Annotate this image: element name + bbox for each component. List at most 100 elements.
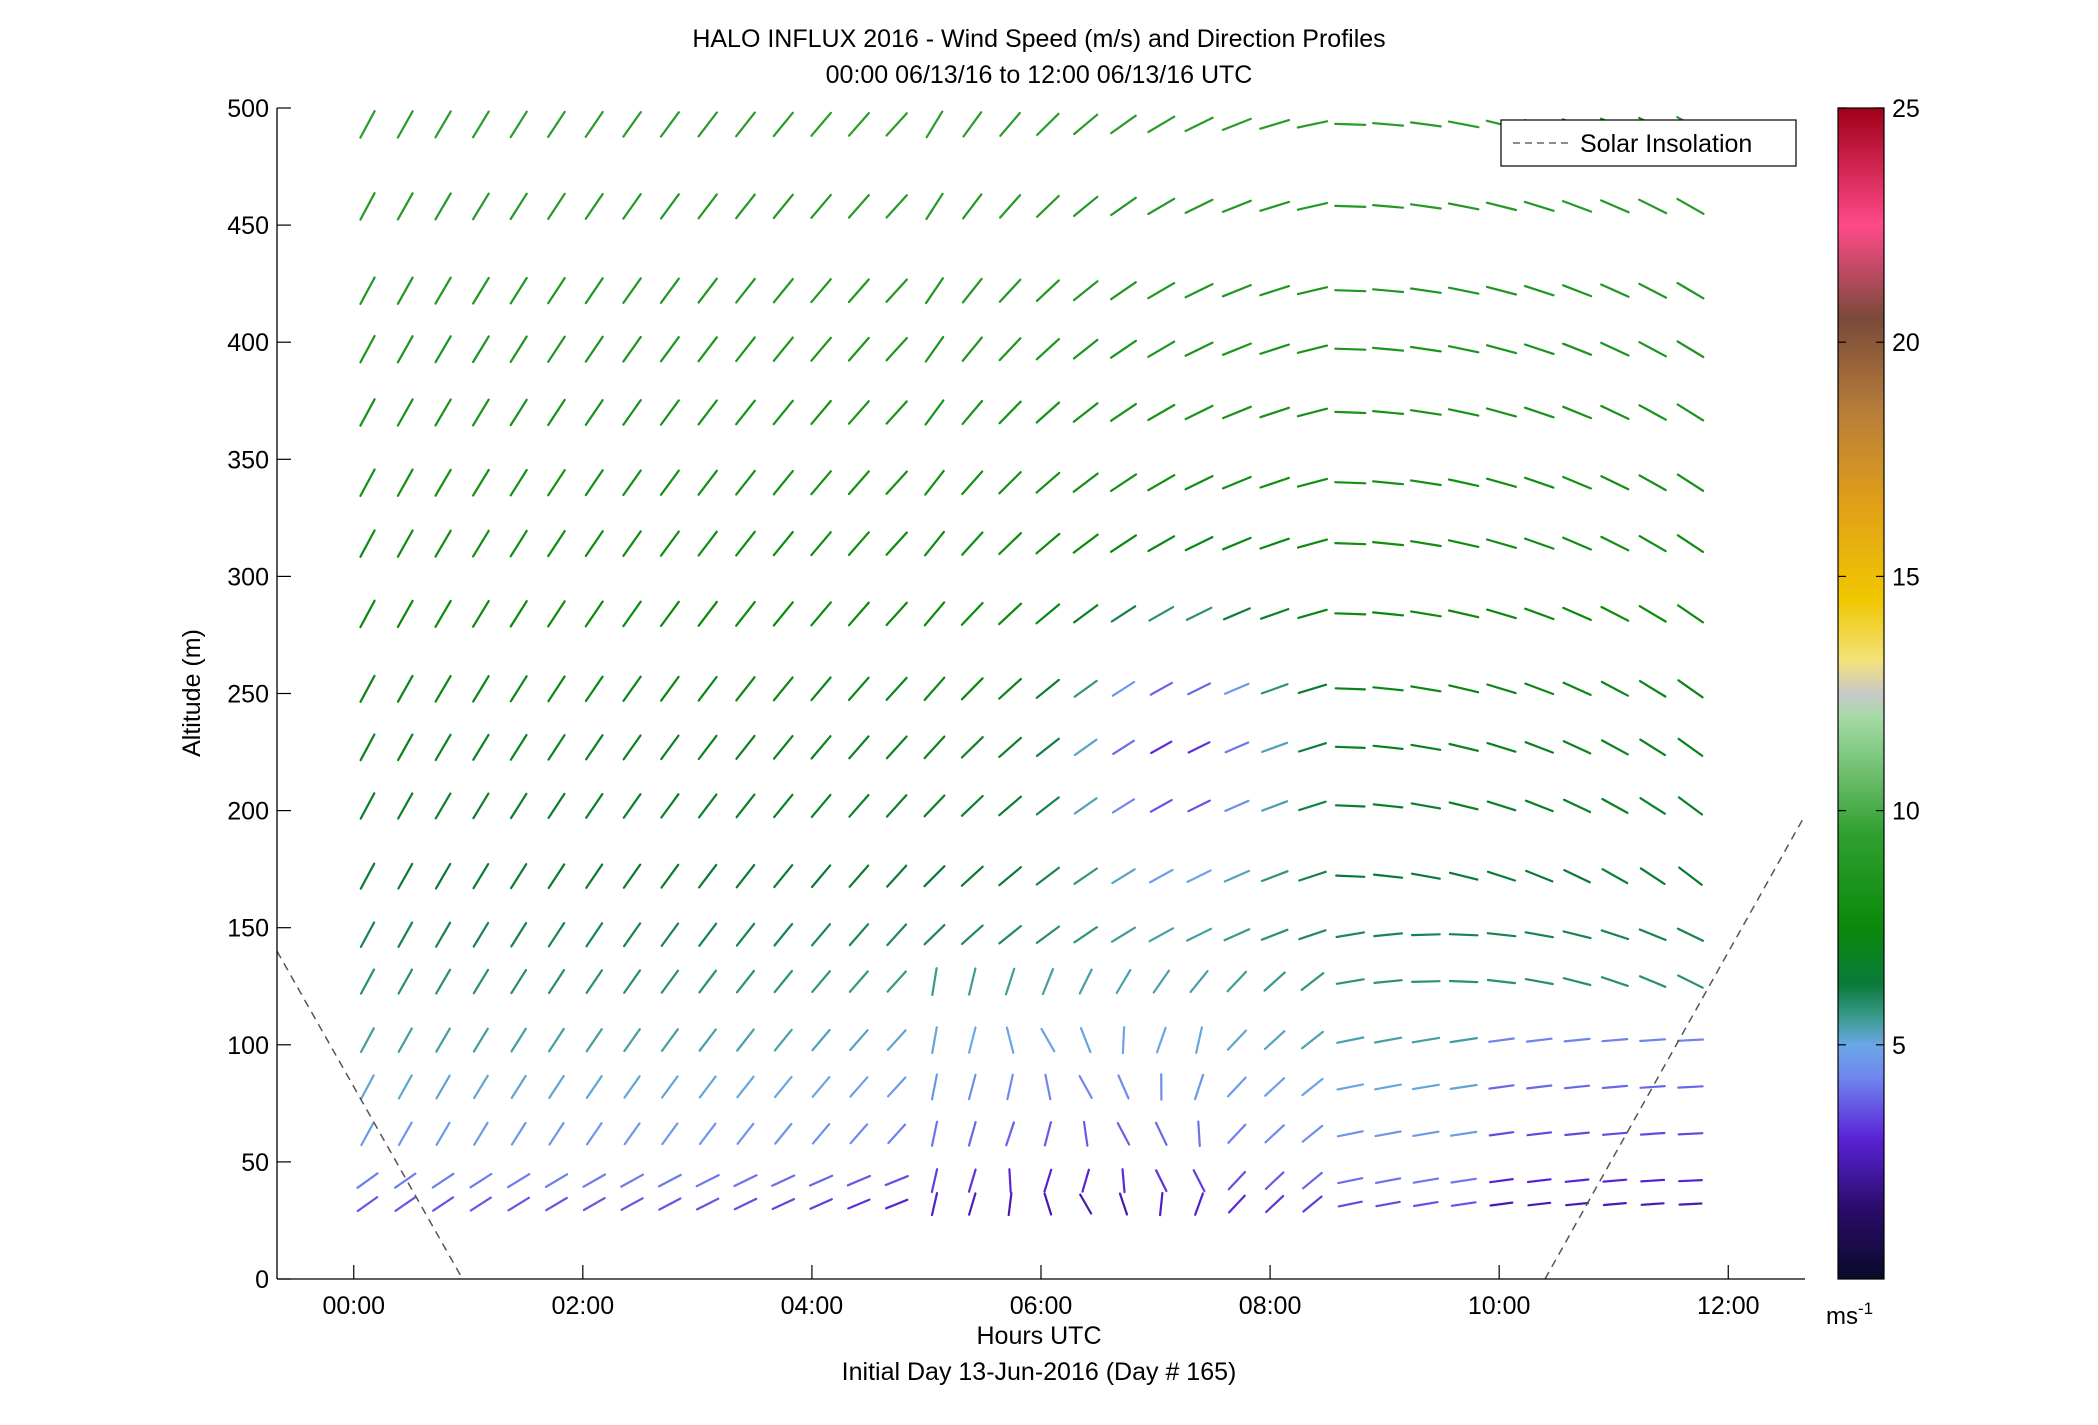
wind-barb (1184, 283, 1214, 299)
wind-barb (1035, 532, 1061, 555)
wind-barb (1447, 609, 1480, 619)
wind-barb (1374, 1083, 1403, 1091)
wind-barb (847, 111, 870, 137)
wind-barb (847, 1198, 871, 1210)
wind-barb (1409, 610, 1442, 618)
wind-barb (472, 599, 490, 628)
wind-barb (1298, 800, 1327, 812)
wind-barb (1375, 1200, 1401, 1208)
wind-barb (509, 398, 528, 427)
wind-barb (1035, 796, 1060, 816)
y-tick-label: 450 (227, 212, 269, 240)
wind-barb (962, 111, 983, 138)
wind-barb (472, 862, 490, 890)
wind-barb (1334, 541, 1367, 546)
wind-barb (1409, 540, 1442, 548)
wind-barb (1298, 929, 1327, 941)
wind-barb (1155, 1026, 1167, 1054)
wind-barb (434, 792, 452, 820)
wind-barb (1524, 977, 1554, 986)
wind-barb (434, 529, 452, 558)
wind-barb (584, 469, 604, 497)
wind-barb (735, 863, 756, 889)
wind-barb (1152, 969, 1171, 994)
wind-barb (507, 1196, 531, 1212)
wind-barb (961, 336, 983, 362)
x-tick-label: 06:00 (1010, 1292, 1073, 1320)
wind-barb (1562, 475, 1593, 490)
wind-barb (545, 1196, 568, 1212)
wind-barb (1006, 1073, 1014, 1101)
wind-barb (1036, 112, 1060, 136)
wind-barb (472, 276, 490, 305)
wind-barb (1297, 683, 1328, 695)
wind-barb (1447, 286, 1480, 295)
wind-barb (1121, 1026, 1126, 1055)
wind-barb (1562, 740, 1592, 755)
y-tick-label: 0 (255, 1266, 269, 1294)
wind-barb (1371, 346, 1405, 352)
wind-barb (1148, 605, 1175, 622)
wind-barb (1073, 679, 1098, 698)
wind-barb (472, 529, 490, 558)
wind-barb (472, 1027, 489, 1053)
wind-barb (1523, 285, 1555, 297)
wind-barb (435, 1027, 451, 1053)
wind-barb (472, 192, 490, 221)
wind-barb (1524, 869, 1554, 883)
wind-barb (1336, 1036, 1365, 1044)
wind-barb (1072, 604, 1099, 624)
wind-barb (810, 601, 832, 627)
wind-barb (1259, 537, 1290, 550)
wind-barb (697, 734, 718, 761)
wind-barb (697, 675, 718, 702)
wind-barb (1109, 339, 1138, 359)
wind-barb (1221, 536, 1252, 551)
wind-barb (1109, 534, 1138, 553)
wind-barb (1677, 1132, 1704, 1136)
wind-barb (1602, 1201, 1627, 1207)
wind-barb (1448, 742, 1480, 752)
wind-barb (1676, 1038, 1705, 1042)
wind-barb (1154, 1169, 1168, 1193)
wind-barb (1638, 341, 1668, 358)
wind-barb (396, 599, 414, 629)
wind-barb (1525, 1037, 1553, 1043)
wind-barb (1334, 687, 1367, 691)
wind-barb (510, 863, 528, 890)
wind-barb (507, 1173, 531, 1189)
wind-barb (1409, 203, 1442, 210)
wind-barb (735, 399, 756, 426)
wind-barb (1147, 474, 1176, 492)
wind-barb (1638, 928, 1667, 942)
wind-barb (849, 1029, 869, 1052)
wind-barb (434, 110, 452, 139)
wind-barb (961, 277, 983, 304)
wind-barb (1563, 868, 1591, 884)
wind-barb (1109, 281, 1137, 301)
wind-barb (360, 1027, 375, 1054)
wind-barb (1523, 476, 1555, 489)
wind-barb (1485, 608, 1517, 620)
wind-barb (772, 399, 794, 426)
wind-barb (1412, 1200, 1439, 1208)
wind-barb (1562, 681, 1592, 697)
wind-barb (1147, 282, 1176, 300)
wind-barb (1486, 800, 1517, 812)
wind-barb (547, 921, 566, 948)
y-tick-label: 400 (227, 329, 269, 357)
wind-barb (1526, 1178, 1552, 1184)
wind-barb (923, 676, 946, 702)
wind-barb (1148, 868, 1174, 884)
wind-barb (773, 1075, 793, 1099)
wind-barb (359, 529, 376, 558)
wind-barb (1523, 200, 1555, 212)
wind-barb (1677, 796, 1704, 816)
wind-barb (1676, 534, 1705, 554)
wind-barb (1185, 606, 1213, 622)
wind-barb (1372, 873, 1404, 879)
x-tick-label: 12:00 (1697, 1292, 1760, 1320)
wind-barb (1447, 408, 1480, 417)
wind-barb (1197, 1120, 1201, 1148)
wind-barb (435, 921, 452, 948)
